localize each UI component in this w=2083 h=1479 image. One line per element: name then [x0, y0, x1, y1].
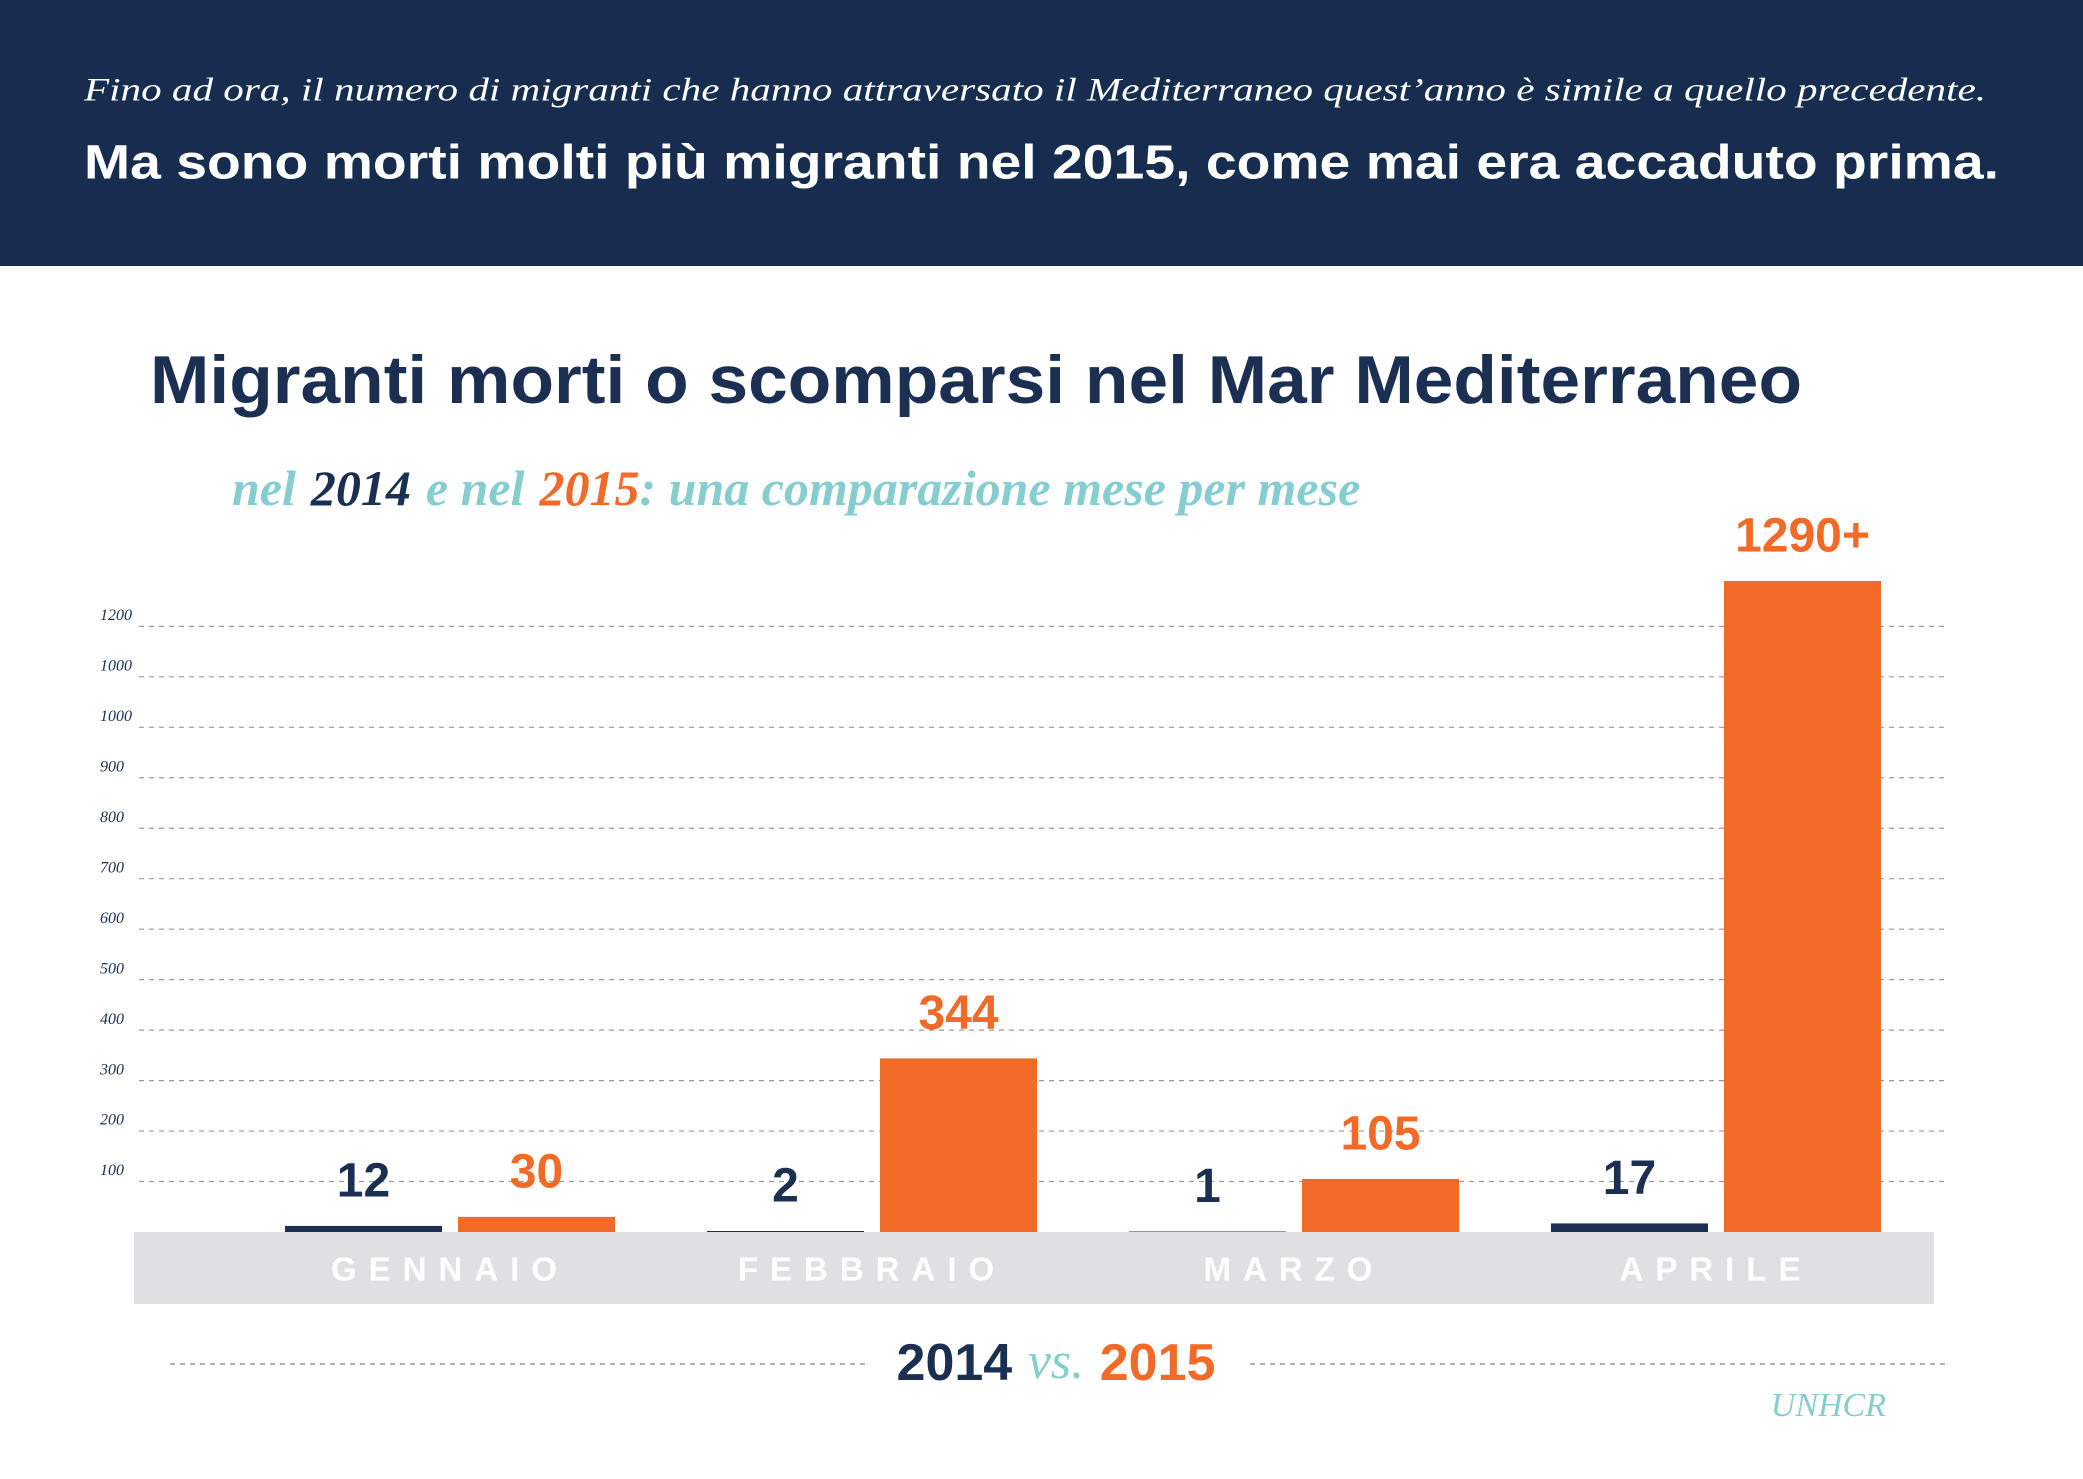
- bar: [707, 1230, 864, 1232]
- source: UNHCR: [1771, 1387, 1886, 1424]
- x-tick-label: MARZO: [1204, 1251, 1385, 1288]
- bar: [880, 1058, 1037, 1232]
- bar: [1724, 580, 1881, 1232]
- value-label: 1: [1194, 1160, 1221, 1213]
- y-tick-label: 300: [99, 1061, 124, 1078]
- value-label: 17: [1603, 1152, 1656, 1205]
- value-label: 2: [772, 1160, 799, 1213]
- bar: [1302, 1179, 1459, 1232]
- y-tick-label: 400: [100, 1011, 124, 1028]
- y-tick-label: 1000: [100, 708, 132, 725]
- value-label: 1290+: [1735, 510, 1870, 563]
- y-tick-label: 700: [100, 859, 124, 876]
- bar: [458, 1216, 615, 1232]
- y-tick-label: 100: [100, 1162, 124, 1179]
- y-tick-label: 500: [100, 960, 124, 977]
- header-intro: Fino ad ora, il numero di migranti che h…: [83, 73, 1986, 109]
- y-tick-label: 1000: [100, 658, 132, 675]
- subtitle-part: : una comparazione mese per mese: [640, 460, 1361, 516]
- x-tick-label: APRILE: [1619, 1251, 1812, 1288]
- value-label: 12: [337, 1155, 390, 1208]
- value-label: 344: [918, 987, 998, 1040]
- legend-entry: 2014: [897, 1334, 1013, 1392]
- value-label: 30: [510, 1146, 563, 1199]
- subtitle-part: e nel: [426, 460, 525, 516]
- y-tick-label: 900: [100, 758, 124, 775]
- bar: [1551, 1223, 1708, 1232]
- subtitle-part: 2015: [539, 460, 640, 516]
- header-headline: Ma sono morti molti più migranti nel 201…: [84, 137, 1999, 190]
- x-tick-label: FEBBRAIO: [738, 1251, 1006, 1288]
- y-tick-label: 200: [100, 1112, 124, 1129]
- chart-subtitle: nel 2014 e nel 2015: una comparazione mese …: [232, 460, 1360, 516]
- legend: 2014 vs. 2015: [897, 1333, 1216, 1392]
- subtitle-part: 2014: [310, 460, 411, 516]
- category-band: [134, 1232, 1934, 1304]
- y-tick-label: 800: [100, 809, 124, 826]
- value-label: 105: [1340, 1108, 1420, 1161]
- y-tick-label: 600: [100, 910, 124, 927]
- x-tick-label: GENNAIO: [331, 1251, 569, 1288]
- legend-separator: vs.: [1028, 1333, 1084, 1390]
- legend-entry: 2015: [1100, 1334, 1216, 1392]
- chart-title: Migranti morti o scomparsi nel Mar Medit…: [150, 342, 1802, 418]
- bar: [285, 1225, 442, 1232]
- header-band: [0, 0, 2083, 266]
- bar: [1129, 1231, 1286, 1232]
- y-tick-label: 1200: [100, 607, 132, 624]
- subtitle-part: nel: [232, 460, 296, 516]
